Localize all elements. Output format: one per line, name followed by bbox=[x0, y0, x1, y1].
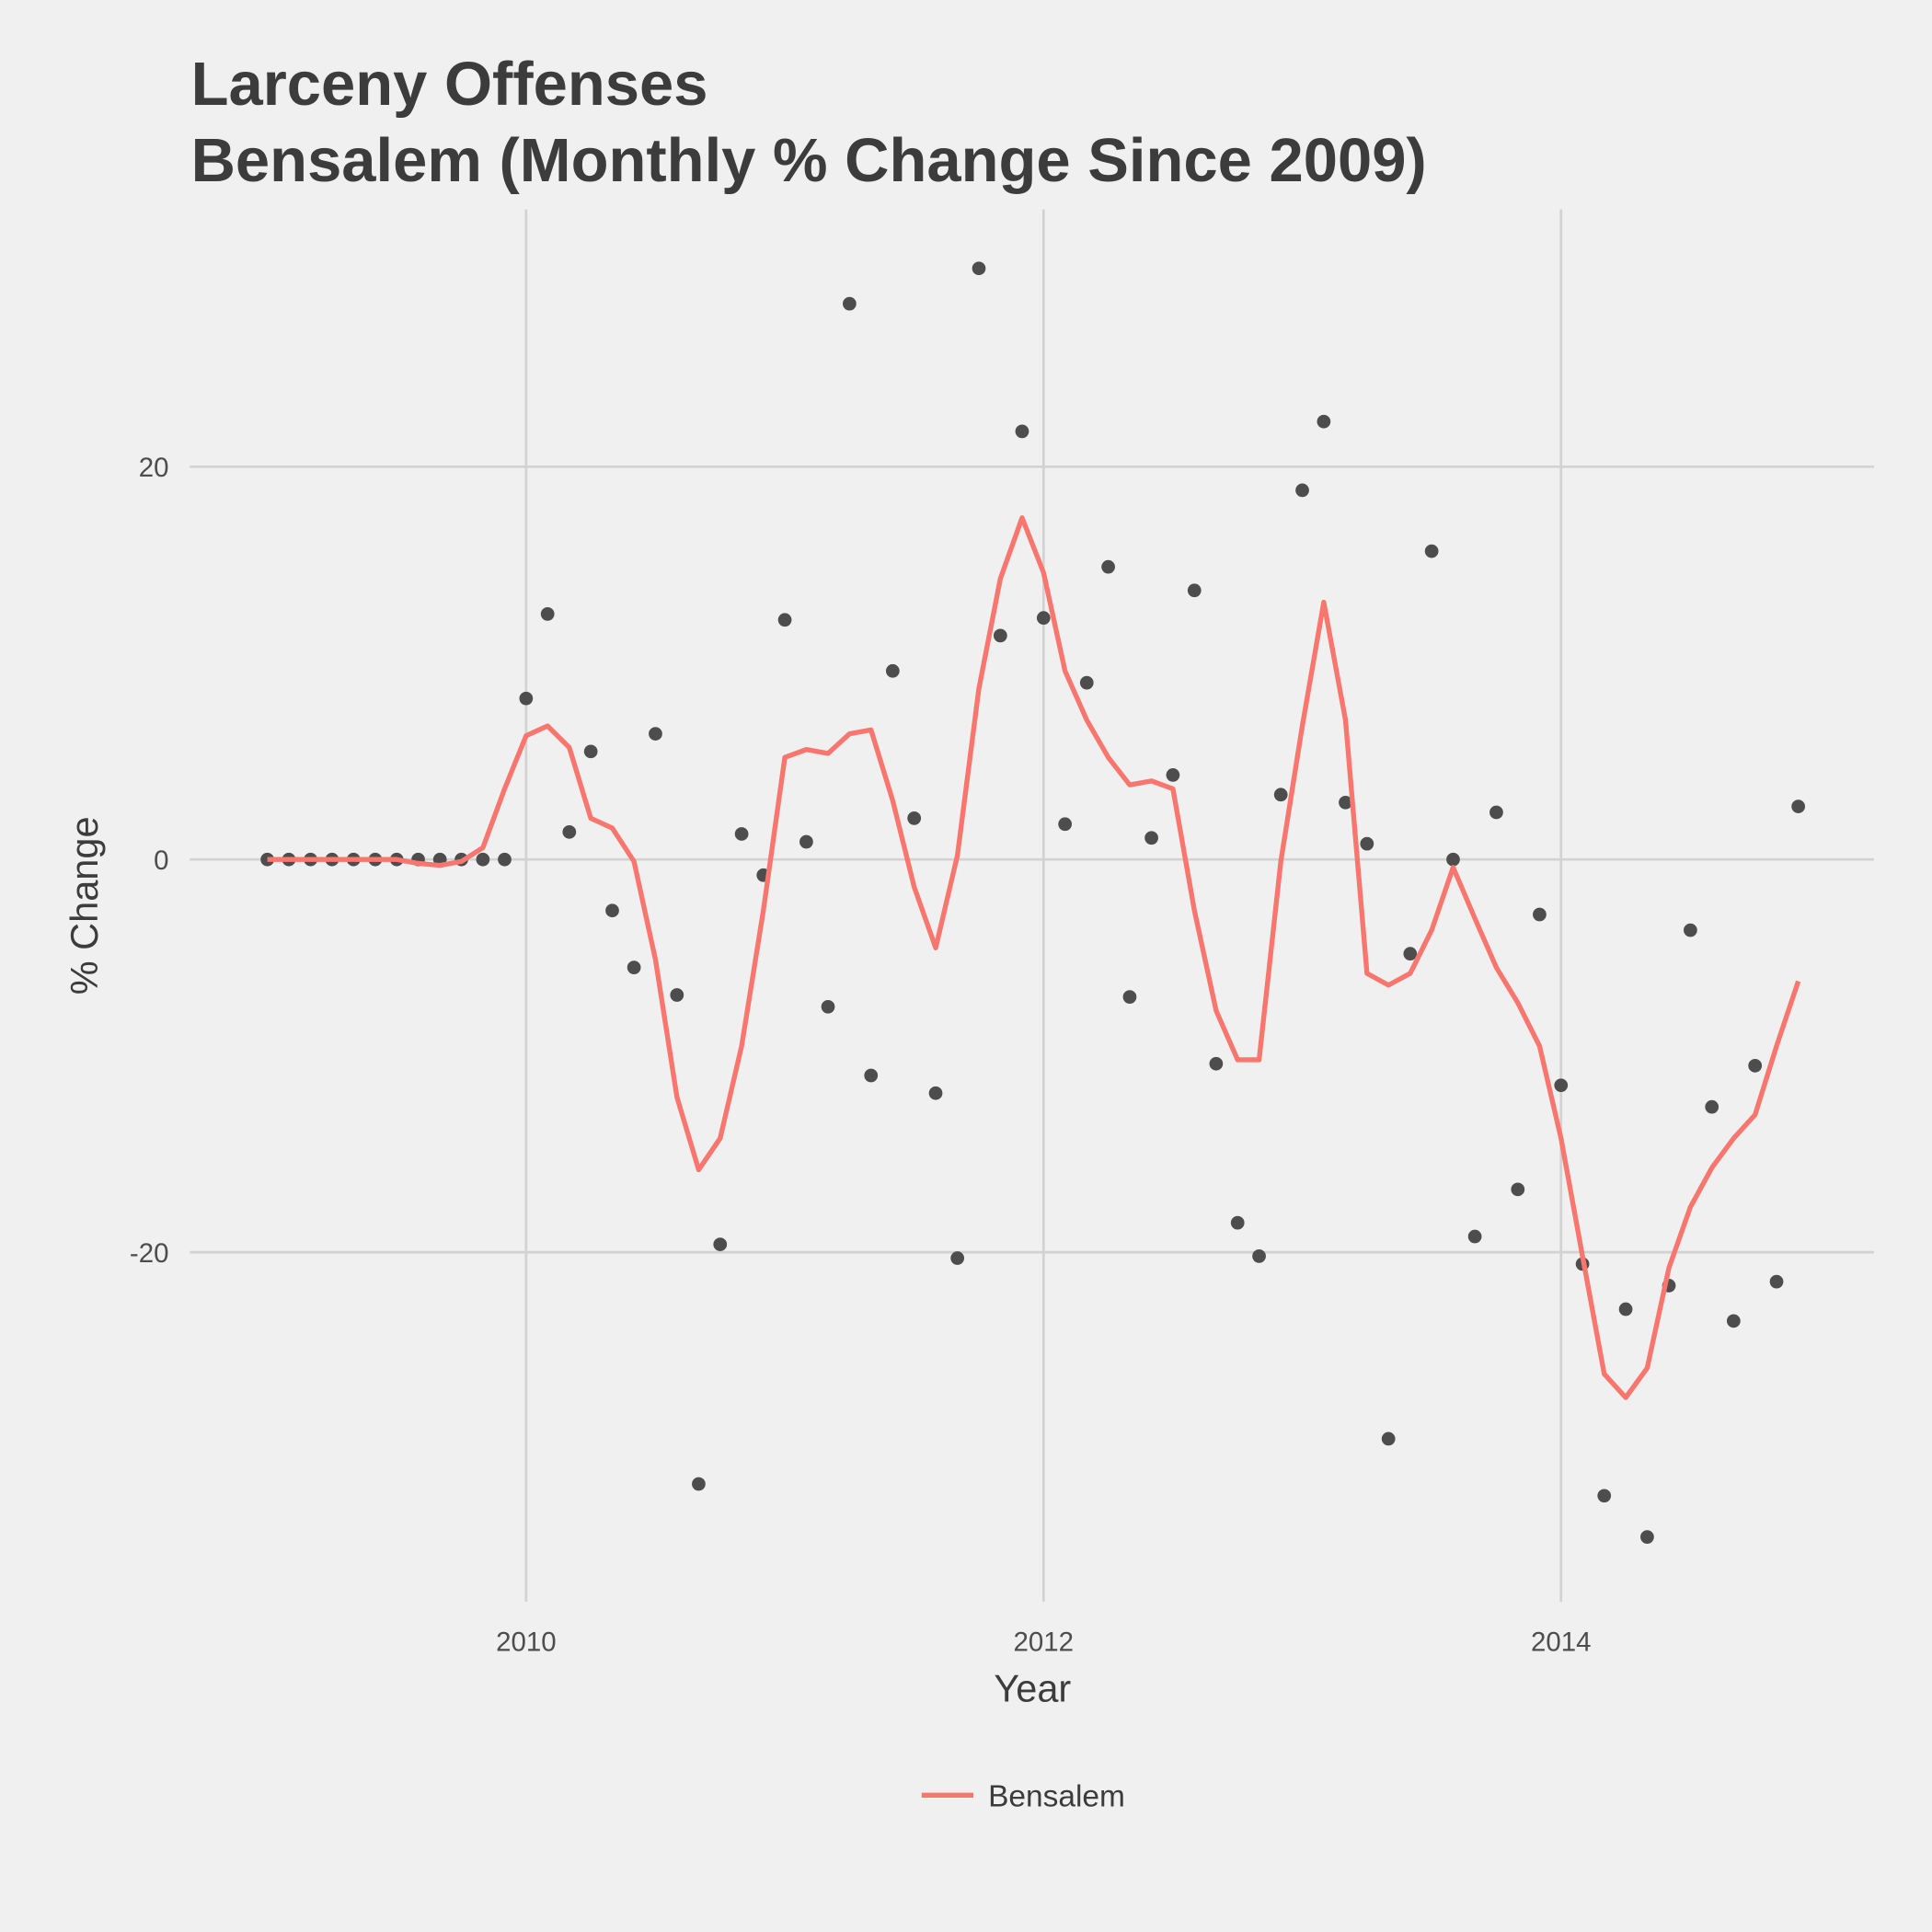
point bbox=[1791, 799, 1806, 813]
point bbox=[1317, 414, 1331, 429]
point bbox=[476, 852, 490, 867]
point bbox=[799, 834, 813, 849]
point bbox=[993, 628, 1007, 643]
point bbox=[1726, 1314, 1741, 1328]
point bbox=[1036, 611, 1051, 626]
grid bbox=[190, 209, 1875, 1603]
plot-area bbox=[260, 261, 1806, 1544]
point bbox=[1403, 947, 1418, 961]
point bbox=[734, 827, 749, 841]
line bbox=[267, 515, 1801, 1400]
x-tick-label: 2014 bbox=[1531, 1627, 1592, 1658]
point bbox=[1684, 923, 1697, 937]
point bbox=[1597, 1489, 1612, 1503]
point bbox=[1489, 805, 1503, 820]
point bbox=[1230, 1215, 1245, 1230]
x-axis-title: Year bbox=[994, 1667, 1071, 1710]
y-axis-title: % Change bbox=[63, 816, 106, 995]
point bbox=[1339, 795, 1352, 810]
point bbox=[1058, 817, 1073, 832]
x-tick-label: 2010 bbox=[496, 1627, 557, 1658]
chart-subtitle: Bensalem (Monthly % Change Since 2009) bbox=[191, 126, 1427, 195]
point bbox=[1273, 788, 1288, 802]
point bbox=[843, 296, 857, 311]
point bbox=[1122, 990, 1137, 1004]
point bbox=[670, 988, 684, 1002]
legend-label: Bensalem bbox=[988, 1779, 1125, 1813]
point bbox=[1015, 424, 1029, 439]
point bbox=[519, 691, 534, 706]
point bbox=[562, 824, 577, 839]
point bbox=[1554, 1078, 1569, 1093]
point bbox=[1533, 907, 1547, 922]
point bbox=[692, 1477, 706, 1491]
point bbox=[649, 727, 662, 741]
point bbox=[1769, 1274, 1784, 1289]
point bbox=[1187, 583, 1202, 598]
point bbox=[1101, 559, 1115, 574]
point bbox=[1705, 1099, 1719, 1114]
point bbox=[950, 1251, 965, 1265]
point bbox=[1424, 544, 1439, 558]
point bbox=[1209, 1056, 1224, 1071]
y-tick-label: -20 bbox=[130, 1238, 169, 1269]
point bbox=[1166, 768, 1180, 782]
point bbox=[1381, 1432, 1396, 1446]
x-tick-label: 2012 bbox=[1014, 1627, 1075, 1658]
point bbox=[1144, 831, 1158, 845]
point bbox=[1079, 675, 1094, 690]
point bbox=[713, 1237, 728, 1251]
chart-title: Larceny Offenses bbox=[191, 50, 708, 119]
point bbox=[583, 744, 598, 759]
point bbox=[1446, 852, 1460, 867]
point bbox=[605, 903, 619, 918]
point bbox=[864, 1068, 879, 1083]
point bbox=[1467, 1229, 1482, 1244]
point bbox=[885, 663, 900, 678]
y-tick-label: 20 bbox=[139, 453, 169, 483]
point bbox=[1252, 1249, 1266, 1263]
point bbox=[627, 960, 641, 974]
point bbox=[1295, 483, 1309, 498]
point bbox=[907, 811, 922, 825]
point bbox=[1511, 1182, 1525, 1197]
point bbox=[540, 607, 555, 621]
point bbox=[498, 852, 512, 867]
point bbox=[1640, 1530, 1654, 1544]
point bbox=[1618, 1302, 1633, 1317]
y-tick-label: 0 bbox=[154, 845, 168, 876]
legend: Bensalem bbox=[921, 1779, 1125, 1813]
point bbox=[260, 852, 274, 867]
point bbox=[1360, 836, 1374, 851]
point bbox=[928, 1086, 943, 1100]
point bbox=[777, 613, 792, 627]
point bbox=[1748, 1058, 1763, 1073]
point bbox=[972, 261, 986, 276]
point bbox=[821, 999, 835, 1014]
